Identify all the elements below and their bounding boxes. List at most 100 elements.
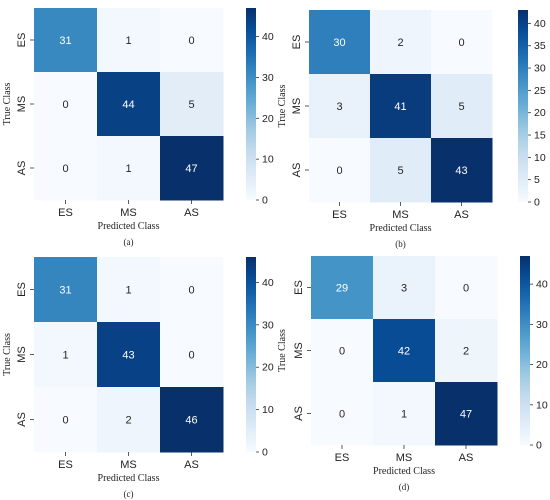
cell-value-r0-c0: 30 [333,37,345,49]
panel-caption: (d) [399,482,410,492]
x-tick-label: MS [392,209,409,221]
cell-value-r2-c2: 43 [455,165,467,177]
x-axis-label: Predicted Class [370,223,432,234]
cell-value-r0-c1: 1 [125,285,131,297]
colorbar-tick-label: 20 [536,359,548,371]
heatmap-cell-r0-c0 [34,257,98,323]
y-tick-label: AS [16,161,28,176]
cell-value-r0-c0: 31 [59,35,71,47]
cell-value-r2-c1: 1 [125,163,131,175]
heatmap-cell-r2-c2 [431,138,493,203]
cell-value-r1-c1: 43 [122,350,134,362]
heatmap-cell-r1-c2 [160,322,224,388]
colorbar-tick-label: 10 [534,152,546,164]
x-tick-label: MS [120,459,137,471]
heatmap-cell-r1-c0 [309,74,371,139]
cell-value-r0-c0: 29 [336,283,348,295]
heatmap-cell-r1-c1 [97,322,161,388]
heatmap-cell-r2-c2 [160,136,224,201]
cell-value-r1-c2: 2 [463,346,469,358]
colorbar-tick-label: 30 [536,319,548,331]
cell-value-r1-c1: 44 [122,99,134,111]
colorbar-tick-label: 40 [262,277,274,289]
colorbar-tick-label: 15 [534,130,546,142]
cell-value-r0-c2: 0 [188,35,194,47]
colorbar-tick-label: 30 [262,319,274,331]
cell-value-r1-c0: 1 [62,350,68,362]
y-tick-label: AS [291,163,303,178]
colorbar-tick-label: 0 [262,447,268,459]
y-tick-label: ES [16,33,28,48]
colorbar-tick-label: 40 [262,31,274,43]
colorbar [520,256,530,445]
heatmap-cell-r0-c2 [435,256,498,320]
colorbar-tick-label: 0 [262,195,268,207]
heatmap-cell-r0-c1 [97,257,161,323]
colorbar-tick-label: 25 [534,85,546,97]
cell-value-r0-c2: 0 [463,283,469,295]
panel-caption: (b) [395,239,406,249]
confusion-matrix-panel-d: 29 3 0 0 42 2 0 1 47 ES MS AS ES MS AS Predicted Class T… [275,248,550,495]
confusion-matrix-panel-c: 31 1 0 1 43 0 0 2 46 ES MS AS ES MS AS Predicted Class T… [0,248,275,499]
x-tick-label: ES [335,452,350,464]
x-axis-label: Predicted Class [98,221,160,232]
cell-value-r2-c2: 47 [185,163,197,175]
confusion-matrix-panel-b: 30 2 0 3 41 5 0 5 43 ES MS AS ES MS AS Predicted Class T… [275,0,550,249]
colorbar-tick-label: 0 [536,440,542,452]
colorbar-tick-label: 20 [534,107,546,119]
heatmap-cell-r0-c1 [370,10,432,75]
heatmap-cell-r1-c1 [97,72,161,137]
cell-value-r0-c2: 0 [458,37,464,49]
heatmap-cell-r2-c0 [311,382,374,446]
heatmap-cell-r0-c2 [160,8,224,73]
y-tick-label: ES [291,35,303,50]
heatmap-cell-r1-c0 [311,319,374,383]
x-tick-label: AS [454,209,469,221]
cell-value-r0-c1: 3 [401,283,407,295]
x-axis-label: Predicted Class [98,473,160,484]
colorbar-tick-label: 5 [534,174,540,186]
y-tick-label: ES [16,282,28,297]
heatmap-cell-r1-c1 [370,74,432,139]
colorbar-tick-label: 10 [536,399,548,411]
y-axis-label: True Class [2,333,13,376]
colorbar [246,257,256,452]
heatmap-cell-r1-c2 [431,74,493,139]
cell-value-r2-c2: 47 [460,409,472,421]
confusion-matrix-panel-a: 31 1 0 0 44 5 0 1 47 ES MS AS ES MS AS Predicted Class T… [0,0,275,248]
heatmap-cell-r2-c2 [435,382,498,446]
y-tick-label: MS [291,98,303,115]
heatmap-cell-r2-c1 [373,382,436,446]
colorbar-tick-label: 30 [534,63,546,75]
heatmap-cell-r0-c0 [311,256,374,320]
heatmap-cell-r0-c0 [34,8,98,73]
cell-value-r2-c2: 46 [185,415,197,427]
heatmap-cell-r2-c1 [370,138,432,203]
colorbar [518,10,528,202]
heatmap-cell-r0-c2 [431,10,493,75]
panel-caption: (c) [124,489,134,499]
cell-value-r0-c0: 31 [59,285,71,297]
heatmap-cell-r1-c0 [34,72,98,137]
cell-value-r0-c2: 0 [188,285,194,297]
heatmap-cell-r2-c1 [97,136,161,201]
y-axis-label: True Class [2,83,13,126]
x-tick-label: MS [396,452,413,464]
cell-value-r2-c1: 1 [401,409,407,421]
colorbar-tick-label: 20 [262,113,274,125]
panel-caption: (a) [124,237,134,247]
x-tick-label: AS [184,459,199,471]
y-tick-label: AS [16,412,28,427]
colorbar-tick-label: 40 [536,279,548,291]
x-tick-label: AS [184,207,199,219]
heatmap-cell-r2-c0 [34,387,98,453]
cell-value-r2-c1: 5 [397,165,403,177]
cell-value-r0-c1: 1 [125,35,131,47]
x-axis-label: Predicted Class [373,466,435,477]
colorbar-tick-label: 35 [534,40,546,52]
cell-value-r1-c2: 0 [188,350,194,362]
colorbar-tick-label: 0 [534,197,540,209]
